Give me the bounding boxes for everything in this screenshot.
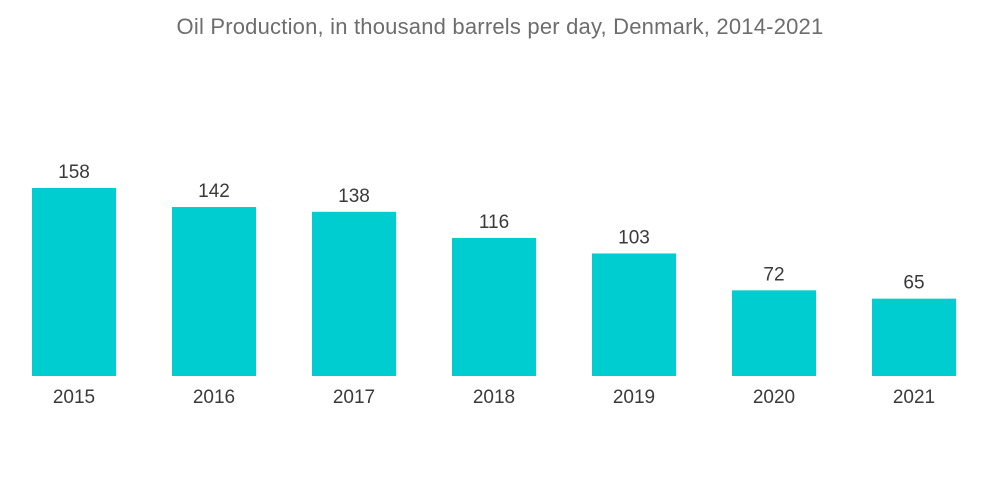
value-labels-group: 158 142 138 116 103 72 65 [58,162,924,294]
value-label-2021: 65 [903,273,924,294]
x-tick-label-2017: 2017 [333,387,375,408]
bar-2016 [172,207,256,376]
bar-2017 [312,211,396,376]
bar-2018 [452,237,536,376]
value-label-2016: 142 [198,181,230,202]
x-tick-label-2018: 2018 [473,387,515,408]
x-tick-label-2016: 2016 [193,387,235,408]
bars-group [32,188,956,376]
value-label-2020: 72 [763,264,784,285]
chart-title: Oil Production, in thousand barrels per … [176,14,824,39]
bar-2015 [32,188,116,376]
x-tick-label-2020: 2020 [753,387,795,408]
value-label-2015: 158 [58,162,90,183]
x-tick-label-2019: 2019 [613,387,655,408]
x-tick-label-2015: 2015 [53,387,95,408]
bar-2021 [872,298,956,376]
bar-2020 [732,290,816,376]
x-tick-label-2021: 2021 [893,387,935,408]
bar-2019 [592,253,676,376]
value-label-2018: 116 [479,212,509,233]
x-axis-ticks: 2015 2016 2017 2018 2019 2020 2021 [53,387,935,408]
value-label-2017: 138 [338,186,370,207]
value-label-2019: 103 [618,227,650,248]
